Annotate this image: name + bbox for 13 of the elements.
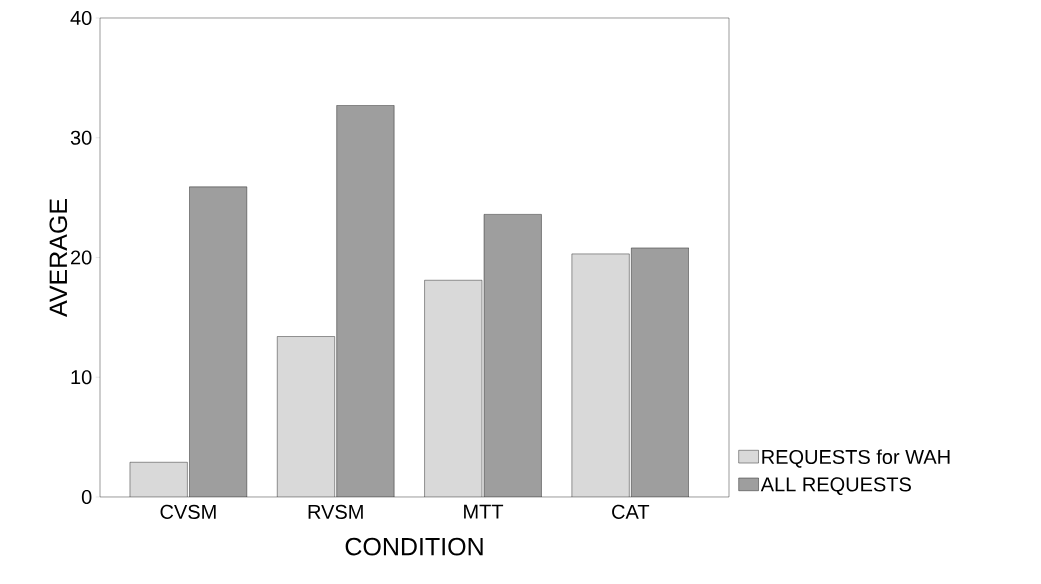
y-tick-label: 40 (70, 10, 92, 26)
y-tick-label: 30 (70, 130, 92, 145)
legend-label: REQUESTS for WAH (762, 449, 950, 468)
x-tick-label: MTT (464, 504, 504, 519)
y-tick-label: 20 (70, 250, 92, 265)
y-tick-label: 0 (81, 489, 92, 505)
y-axis-title: AVERAGE (49, 199, 68, 317)
x-tick-label: CAT (612, 504, 650, 519)
x-tick-label: RVSM (308, 504, 363, 519)
legend-label: ALL REQUESTS (760, 477, 911, 496)
y-tick-label: 10 (71, 370, 92, 385)
x-axis-title: CONDITION (345, 537, 483, 556)
x-tick-label: CVSM (160, 504, 216, 519)
